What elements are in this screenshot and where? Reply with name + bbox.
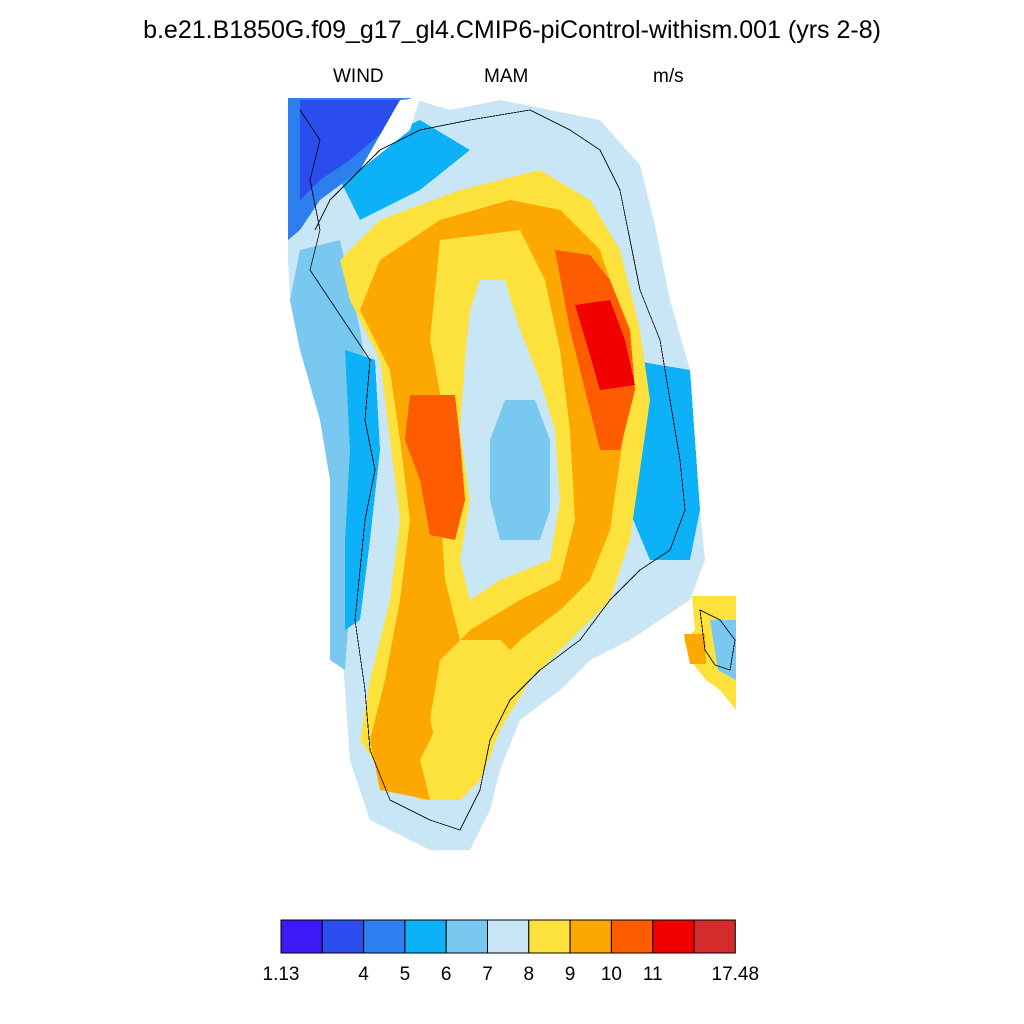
coastline-iceland <box>699 609 736 671</box>
band-blue-core <box>490 400 550 540</box>
coastline <box>299 109 686 831</box>
colorbar-box <box>280 919 323 954</box>
colorbar-box <box>363 919 406 954</box>
colorbar-tick-label: 5 <box>400 964 411 985</box>
colorbar-box <box>693 919 736 954</box>
colorbar-box <box>610 919 654 954</box>
colorbar-box <box>528 919 571 954</box>
colorbar-box <box>652 919 695 954</box>
colorbar-box <box>404 919 447 954</box>
colorbar-tick-label: 4 <box>358 964 369 985</box>
colorbar-tick-label: 11 <box>643 964 663 985</box>
colorbar-tick-label: 17.48 <box>712 964 760 985</box>
iceland-patch-blue <box>710 620 736 680</box>
colorbar-box <box>569 919 612 954</box>
band-darkerblue-nw <box>300 100 400 200</box>
variable-label: WIND <box>333 66 384 87</box>
plot-title: b.e21.B1850G.f09_g17_gl4.CMIP6-piControl… <box>143 16 881 44</box>
colorbar-tick-label: 10 <box>601 964 622 985</box>
colorbar-tick-label: 7 <box>482 964 493 985</box>
band-blue-west2 <box>345 350 380 630</box>
nw-white-gap <box>360 98 420 170</box>
band-darkorange-west <box>405 395 465 540</box>
colorbar-tick-label: 8 <box>524 964 535 985</box>
colorbar-tick-label: 9 <box>565 964 576 985</box>
colorbar-box <box>321 919 365 954</box>
colorbar-box <box>445 919 489 954</box>
colorbar-box <box>487 919 530 954</box>
band-red-east <box>575 300 635 390</box>
season-label: MAM <box>484 66 529 87</box>
units-label: m/s <box>653 66 684 87</box>
colorbar-tick-label: 1.13 <box>263 964 300 985</box>
north-cap <box>410 98 736 160</box>
iceland-patch-orange <box>684 634 706 664</box>
colorbar-tick-label: 6 <box>441 964 452 985</box>
